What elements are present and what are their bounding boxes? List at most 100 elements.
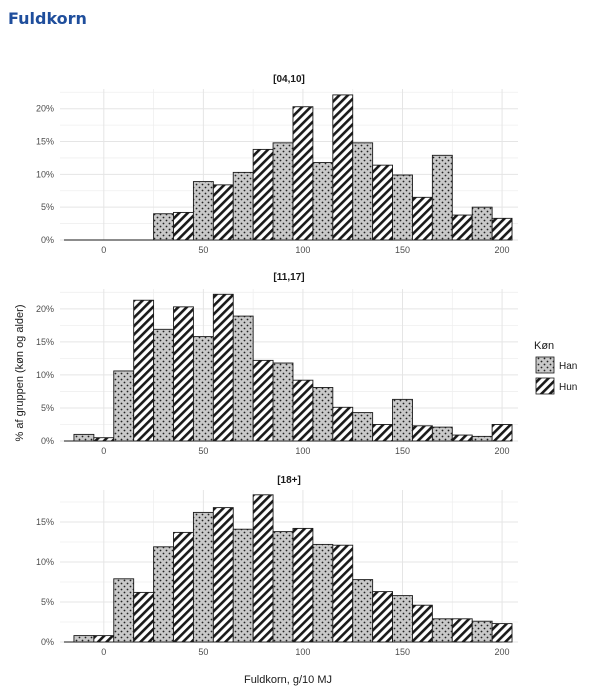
facet-title: [04,10] bbox=[273, 74, 305, 85]
facet-panel: 0% 5% 10% 15% 20% [04,10] 0 50 100 150 200 bbox=[36, 74, 518, 255]
bar-han bbox=[392, 174, 413, 241]
bar-hun bbox=[491, 217, 513, 241]
legend-key-han bbox=[535, 356, 555, 374]
bar-hun bbox=[292, 106, 314, 241]
y-tick-label: 10% bbox=[36, 169, 54, 179]
y-tick-label: 10% bbox=[36, 370, 54, 380]
bar-hun bbox=[93, 635, 115, 643]
y-tick-label: 5% bbox=[41, 597, 54, 607]
x-tick-label: 100 bbox=[295, 446, 310, 456]
bar-hun bbox=[252, 359, 274, 442]
bar-han bbox=[153, 328, 174, 442]
bar-han bbox=[352, 142, 374, 241]
bar-han bbox=[392, 595, 413, 643]
facet-panel: 0% 5% 10% 15% 20% [11,17] 0 50 100 150 200 bbox=[36, 272, 518, 456]
facet-title: [18+] bbox=[277, 475, 301, 486]
bar-han bbox=[73, 433, 95, 442]
y-tick-label: 15% bbox=[36, 337, 54, 347]
legend: Køn Han Hun bbox=[534, 340, 577, 395]
bar-hun bbox=[173, 306, 194, 442]
x-tick-label: 100 bbox=[295, 245, 310, 255]
bar-han bbox=[471, 435, 493, 442]
x-tick-label: 100 bbox=[295, 647, 310, 657]
y-tick-label: 20% bbox=[36, 304, 54, 314]
bar-hun bbox=[173, 211, 194, 241]
bar-han bbox=[192, 336, 214, 442]
bar-hun bbox=[212, 507, 234, 643]
bar-han bbox=[272, 531, 294, 643]
bar-han bbox=[232, 171, 254, 241]
y-tick-label: 0% bbox=[41, 637, 54, 647]
bar-hun bbox=[372, 591, 393, 643]
bar-han bbox=[352, 579, 374, 643]
bar-hun bbox=[252, 148, 274, 241]
bar-han bbox=[352, 412, 374, 442]
y-tick-label: 20% bbox=[36, 104, 54, 114]
y-tick-label: 0% bbox=[41, 235, 54, 245]
bar-han bbox=[232, 528, 254, 643]
x-tick-label: 0 bbox=[101, 647, 106, 657]
x-tick-label: 50 bbox=[198, 446, 208, 456]
y-tick-label: 10% bbox=[36, 557, 54, 567]
bar-hun bbox=[252, 494, 274, 643]
x-tick-label: 150 bbox=[395, 647, 410, 657]
bar-hun bbox=[212, 184, 234, 241]
bar-hun bbox=[451, 214, 473, 241]
y-tick-label: 15% bbox=[36, 137, 54, 147]
bar-hun bbox=[412, 196, 433, 241]
x-tick-label: 200 bbox=[495, 446, 510, 456]
bar-hun bbox=[93, 437, 115, 442]
bar-han bbox=[73, 635, 95, 643]
bar-hun bbox=[412, 604, 433, 643]
bar-hun bbox=[491, 424, 513, 442]
y-tick-label: 15% bbox=[36, 517, 54, 527]
bar-han bbox=[153, 546, 174, 643]
bar-han bbox=[431, 154, 453, 241]
bar-hun bbox=[133, 591, 155, 643]
y-tick-label: 5% bbox=[41, 202, 54, 212]
bar-han bbox=[431, 618, 453, 643]
bar-han bbox=[312, 162, 334, 241]
bar-hun bbox=[292, 527, 314, 643]
x-tick-label: 150 bbox=[395, 245, 410, 255]
bar-hun bbox=[372, 164, 393, 241]
y-tick-label: 5% bbox=[41, 403, 54, 413]
bar-hun bbox=[491, 623, 513, 643]
legend-label-han: Han bbox=[559, 361, 577, 372]
bar-han bbox=[272, 142, 294, 241]
bar-hun bbox=[212, 293, 234, 442]
bar-han bbox=[471, 206, 493, 241]
y-tick-label: 0% bbox=[41, 436, 54, 446]
bar-hun bbox=[451, 618, 473, 643]
bar-hun bbox=[332, 406, 354, 442]
x-tick-label: 200 bbox=[495, 245, 510, 255]
facet-panel: 0% 5% 10% 15% [18+] 0 50 100 150 200 bbox=[36, 475, 518, 657]
legend-title: Køn bbox=[534, 340, 554, 352]
y-axis-title: % af gruppen (køn og alder) bbox=[14, 305, 26, 442]
x-tick-label: 200 bbox=[495, 647, 510, 657]
bar-hun bbox=[412, 425, 433, 442]
x-tick-label: 50 bbox=[198, 647, 208, 657]
bar-han bbox=[232, 315, 254, 442]
legend-label-hun: Hun bbox=[559, 382, 577, 393]
bar-han bbox=[471, 620, 493, 643]
bar-hun bbox=[292, 379, 314, 442]
bar-han bbox=[272, 362, 294, 442]
x-tick-label: 50 bbox=[198, 245, 208, 255]
bar-hun bbox=[332, 544, 354, 643]
bar-han bbox=[431, 426, 453, 442]
bar-han bbox=[312, 387, 334, 442]
bar-hun bbox=[133, 299, 155, 442]
bar-han bbox=[113, 578, 135, 643]
bar-han bbox=[192, 511, 214, 643]
x-tick-label: 150 bbox=[395, 446, 410, 456]
bar-han bbox=[153, 213, 174, 241]
facet-title: [11,17] bbox=[273, 272, 304, 283]
bar-hun bbox=[173, 531, 194, 643]
bar-hun bbox=[372, 424, 393, 442]
bar-han bbox=[392, 398, 413, 442]
bar-han bbox=[192, 181, 214, 241]
legend-key-hun bbox=[535, 377, 555, 395]
bar-hun bbox=[332, 94, 354, 241]
x-tick-label: 0 bbox=[101, 245, 106, 255]
